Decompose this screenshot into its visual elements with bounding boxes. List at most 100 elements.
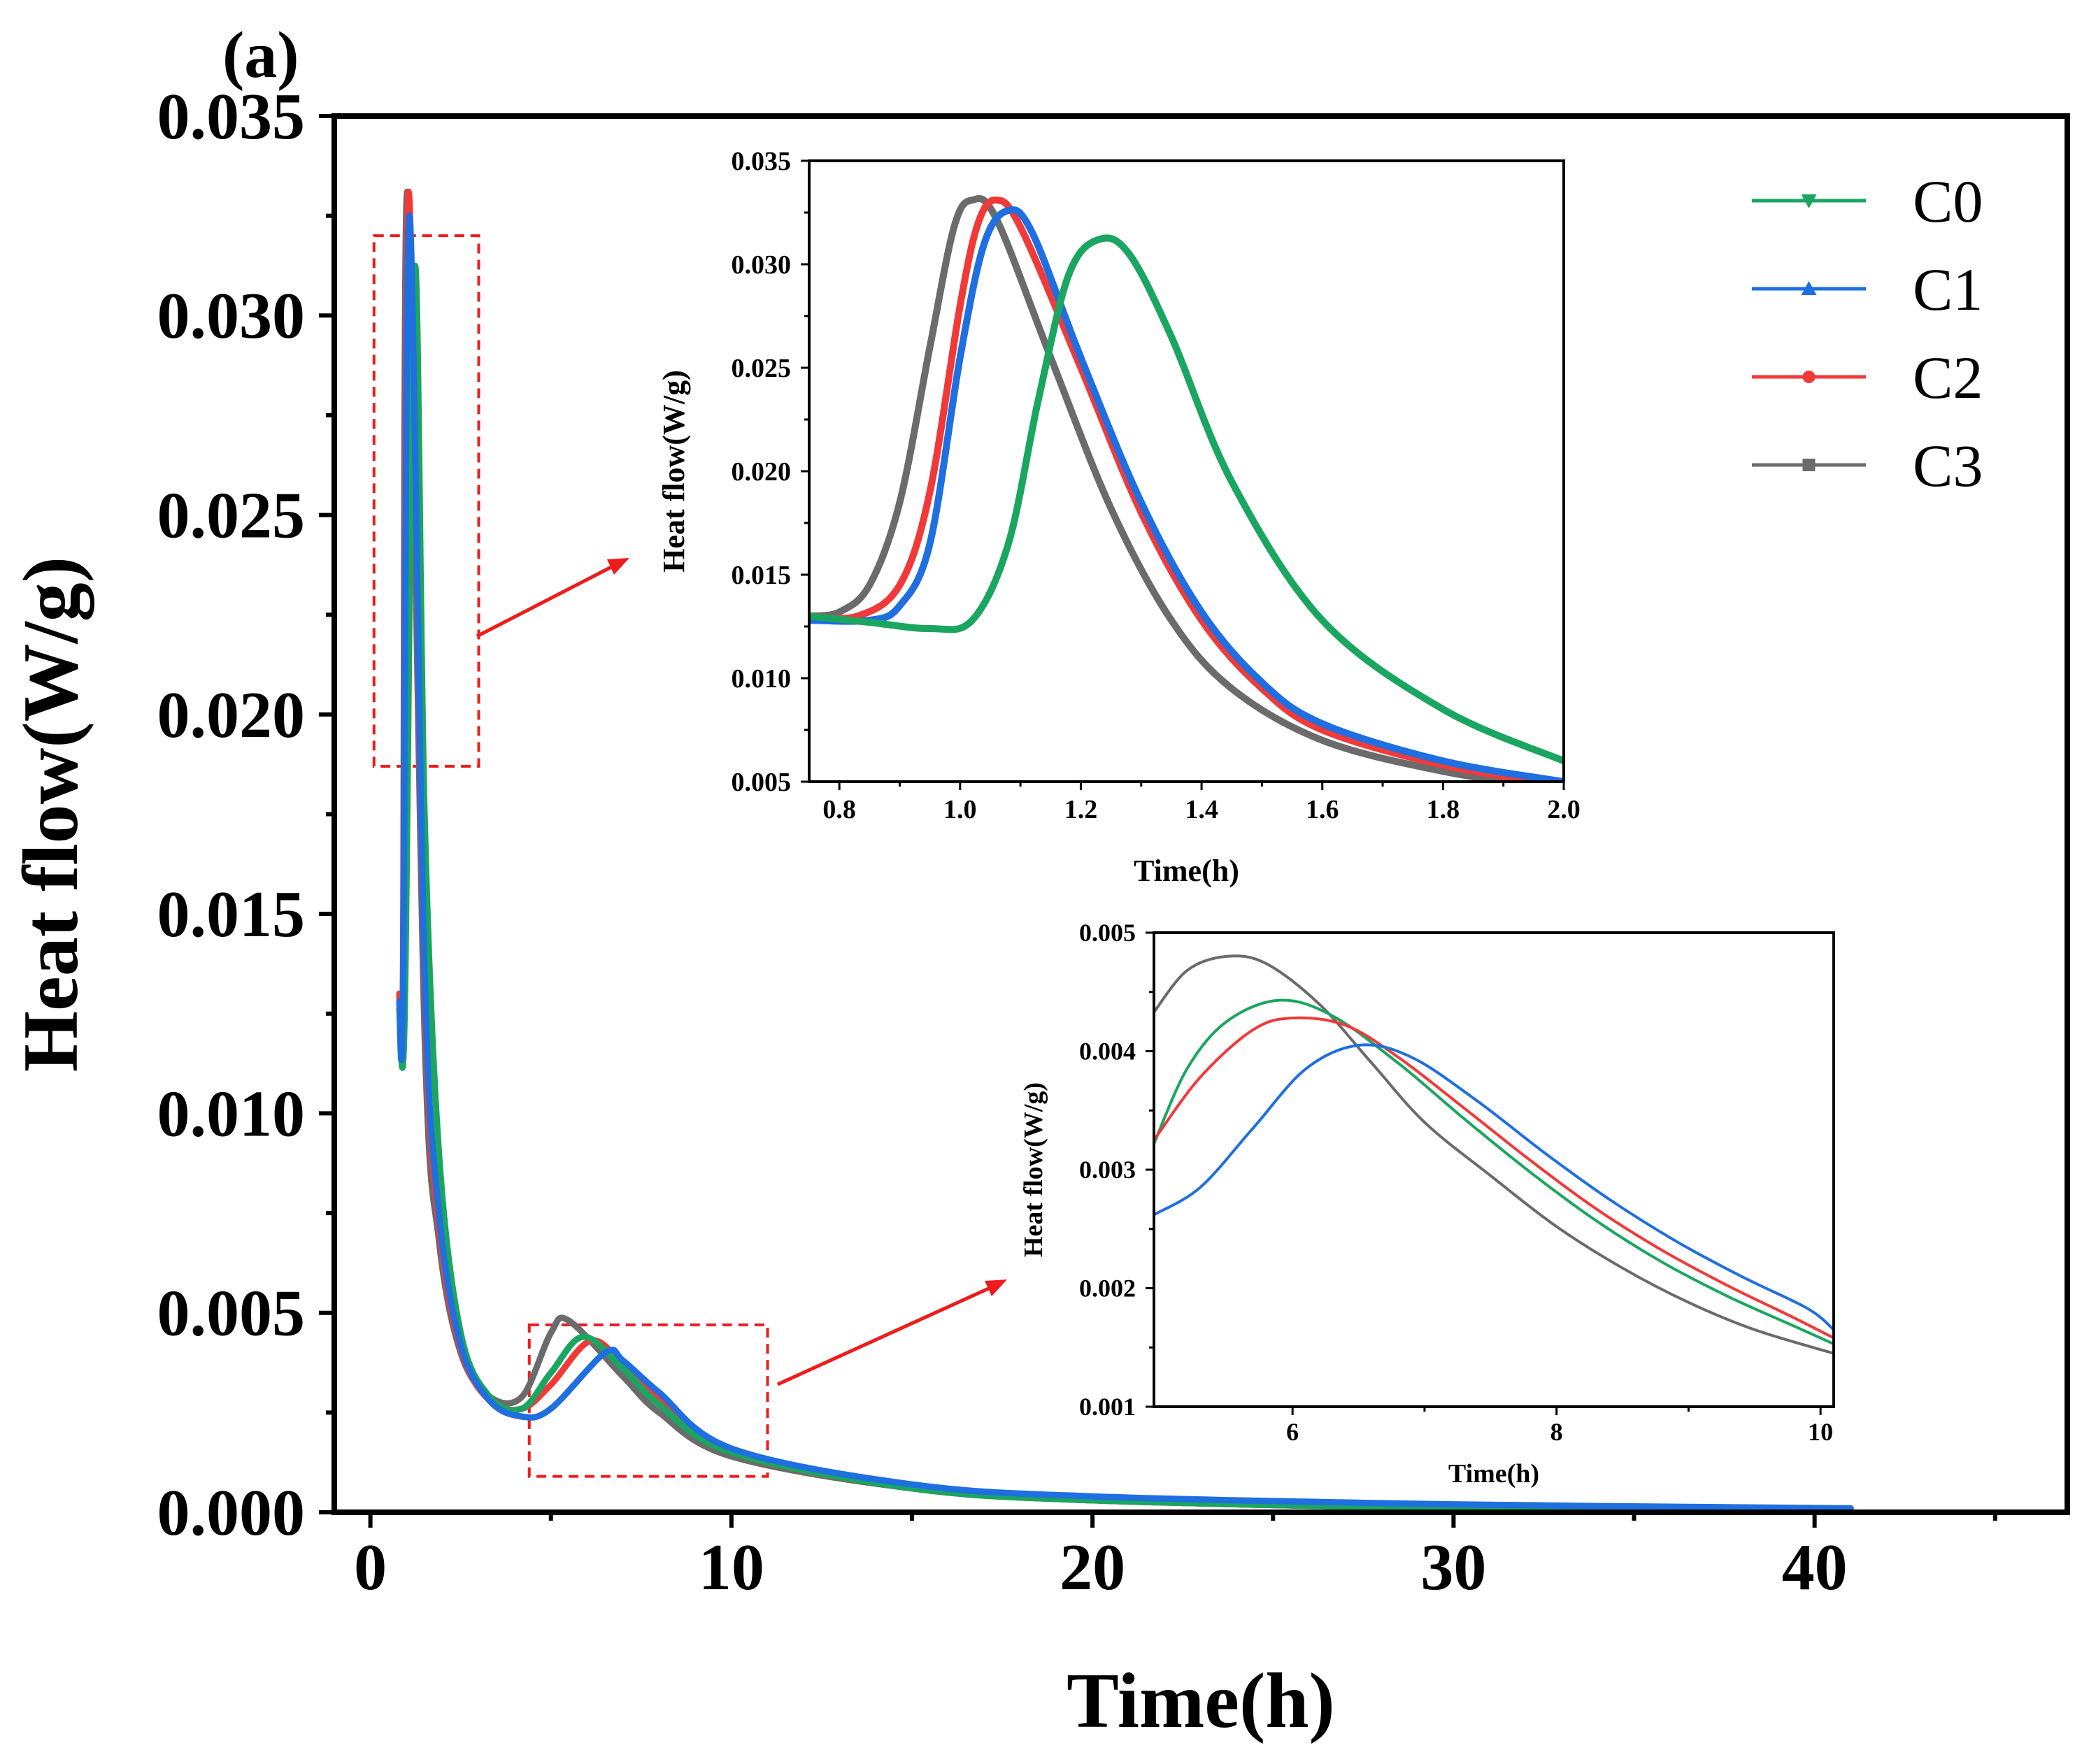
data-point-c3: [1186, 970, 1188, 972]
data-point-c1: [1139, 500, 1143, 504]
inset-bottom-y-axis-label: Heat flow(W/g): [1019, 1082, 1048, 1257]
y-tick-label: 0.020: [157, 679, 306, 752]
data-point-c0: [1661, 1261, 1663, 1263]
data-point-c3: [1423, 1121, 1425, 1124]
data-point-c1: [549, 1407, 552, 1410]
data-point-c3: [567, 1319, 571, 1323]
data-point-c3: [1265, 963, 1267, 965]
data-point-c3: [1320, 738, 1325, 743]
series-line-c3: [396, 188, 1854, 1512]
data-point-c1: [459, 1343, 462, 1347]
arrowhead-bottom-inset: [985, 1279, 1007, 1296]
data-point-c2: [1252, 1028, 1254, 1031]
x-tick-label: 0.8: [822, 795, 856, 824]
x-tick-label: 30: [1420, 1531, 1486, 1604]
data-point-c3: [549, 1331, 552, 1335]
data-point-c2: [1595, 1207, 1597, 1210]
y-tick-label: 0.003: [1079, 1156, 1136, 1184]
series-line-c0: [809, 234, 1564, 765]
x-tick-label: 6: [1286, 1418, 1299, 1446]
y-tick-label: 0.010: [157, 1077, 306, 1150]
y-tick-label: 0.005: [157, 1277, 306, 1350]
data-point-c2: [1199, 1076, 1202, 1078]
data-point-c0: [549, 1371, 552, 1375]
data-point-c3: [897, 500, 901, 504]
data-point-c3: [1490, 1175, 1492, 1177]
data-point-c3: [867, 583, 871, 587]
data-point-c3: [1555, 1226, 1557, 1228]
data-point-c2: [1727, 1285, 1730, 1287]
data-point-c2: [1661, 1249, 1663, 1252]
data-point-c1: [1674, 1240, 1676, 1242]
data-point-c0: [621, 1367, 625, 1370]
data-point-c1: [520, 1414, 524, 1419]
data-point-c1: [897, 603, 901, 608]
data-point-c2: [1397, 1056, 1399, 1058]
x-tick-label: 1.2: [1064, 795, 1098, 824]
data-point-c2: [928, 490, 932, 494]
data-point-c2: [1793, 1317, 1795, 1319]
data-point-c3: [520, 1395, 524, 1398]
series-line-c1: [809, 206, 1564, 782]
y-tick-label: 0.015: [732, 561, 792, 590]
inset-top-chart: 0.8 1.0 1.2 1.4 1.6 1.8 2.0 0.005 0.010 0.015 0.02…: [657, 147, 1581, 888]
legend-label-c3: C3: [1913, 432, 1983, 499]
data-point-c0: [1463, 1118, 1465, 1120]
data-point-c2: [1018, 225, 1022, 229]
data-point-c1: [1542, 1151, 1544, 1153]
data-point-c0: [1036, 396, 1041, 401]
legend-marker-c1: [1801, 281, 1817, 295]
data-point-c1: [1260, 680, 1264, 684]
inset-top-y-axis-label: Heat flow(W/g): [657, 370, 691, 573]
data-point-c1: [1320, 722, 1325, 726]
data-point-c2: [1320, 728, 1325, 732]
main-x-axis-label: Time(h): [1067, 1658, 1335, 1744]
data-point-c1: [910, 1482, 914, 1486]
x-tick-label: 8: [1550, 1418, 1563, 1446]
highlight-box-peak-region: [372, 234, 480, 768]
data-point-c3: [1109, 506, 1113, 510]
data-point-c1: [1411, 1056, 1413, 1058]
data-point-c1: [401, 1000, 405, 1003]
data-point-c0: [928, 626, 932, 631]
data-point-c0: [581, 1335, 585, 1339]
panel-label: (a): [222, 19, 299, 92]
main-y-axis-label: Heat flow(W/g): [8, 557, 94, 1072]
data-point-c2: [897, 583, 901, 587]
series-line-c3: [1154, 954, 1834, 1355]
data-point-c0: [1225, 1021, 1227, 1023]
highlight-box-second-peak-region: [527, 1323, 769, 1478]
data-point-c1: [437, 1211, 441, 1215]
data-point-c1: [1006, 208, 1011, 213]
arrow-to-top-inset: [476, 563, 617, 638]
inset-bottom-plot-frame: [1153, 931, 1835, 1408]
legend-marker-c0: [1801, 194, 1817, 208]
data-point-c1: [397, 1000, 401, 1003]
main-series-group: [396, 188, 1854, 1512]
data-point-c3: [970, 198, 974, 202]
data-point-c1: [729, 1447, 734, 1450]
data-point-c2: [549, 1383, 552, 1386]
data-point-c0: [1793, 1325, 1795, 1327]
series-line-c1: [396, 213, 1854, 1512]
data-point-c3: [1229, 687, 1234, 691]
data-point-c2: [958, 303, 962, 308]
inset-bottom-chart: 6 8 10 0.001 0.002 0.003 0.004 0.005 Time(h) Heat…: [1019, 919, 1835, 1489]
data-point-c3: [1371, 1062, 1373, 1064]
data-point-c0: [1331, 1014, 1333, 1017]
x-tick-label: 1.0: [943, 795, 977, 824]
data-point-c0: [1595, 1219, 1597, 1221]
legend-marker-c3: [1802, 459, 1816, 471]
data-point-c3: [1169, 618, 1174, 622]
data-point-c0: [1441, 707, 1445, 711]
x-tick-label: 0: [354, 1531, 387, 1604]
data-point-c3: [621, 1375, 625, 1379]
y-tick-label: 0.002: [1079, 1275, 1136, 1303]
data-point-c0: [520, 1407, 524, 1410]
data-point-c2: [1292, 1017, 1294, 1019]
legend-label-c2: C2: [1913, 344, 1983, 411]
inset-top-x-axis-label: Time(h): [1134, 854, 1239, 888]
data-point-c2: [976, 221, 981, 225]
data-point-c0: [1127, 252, 1131, 256]
